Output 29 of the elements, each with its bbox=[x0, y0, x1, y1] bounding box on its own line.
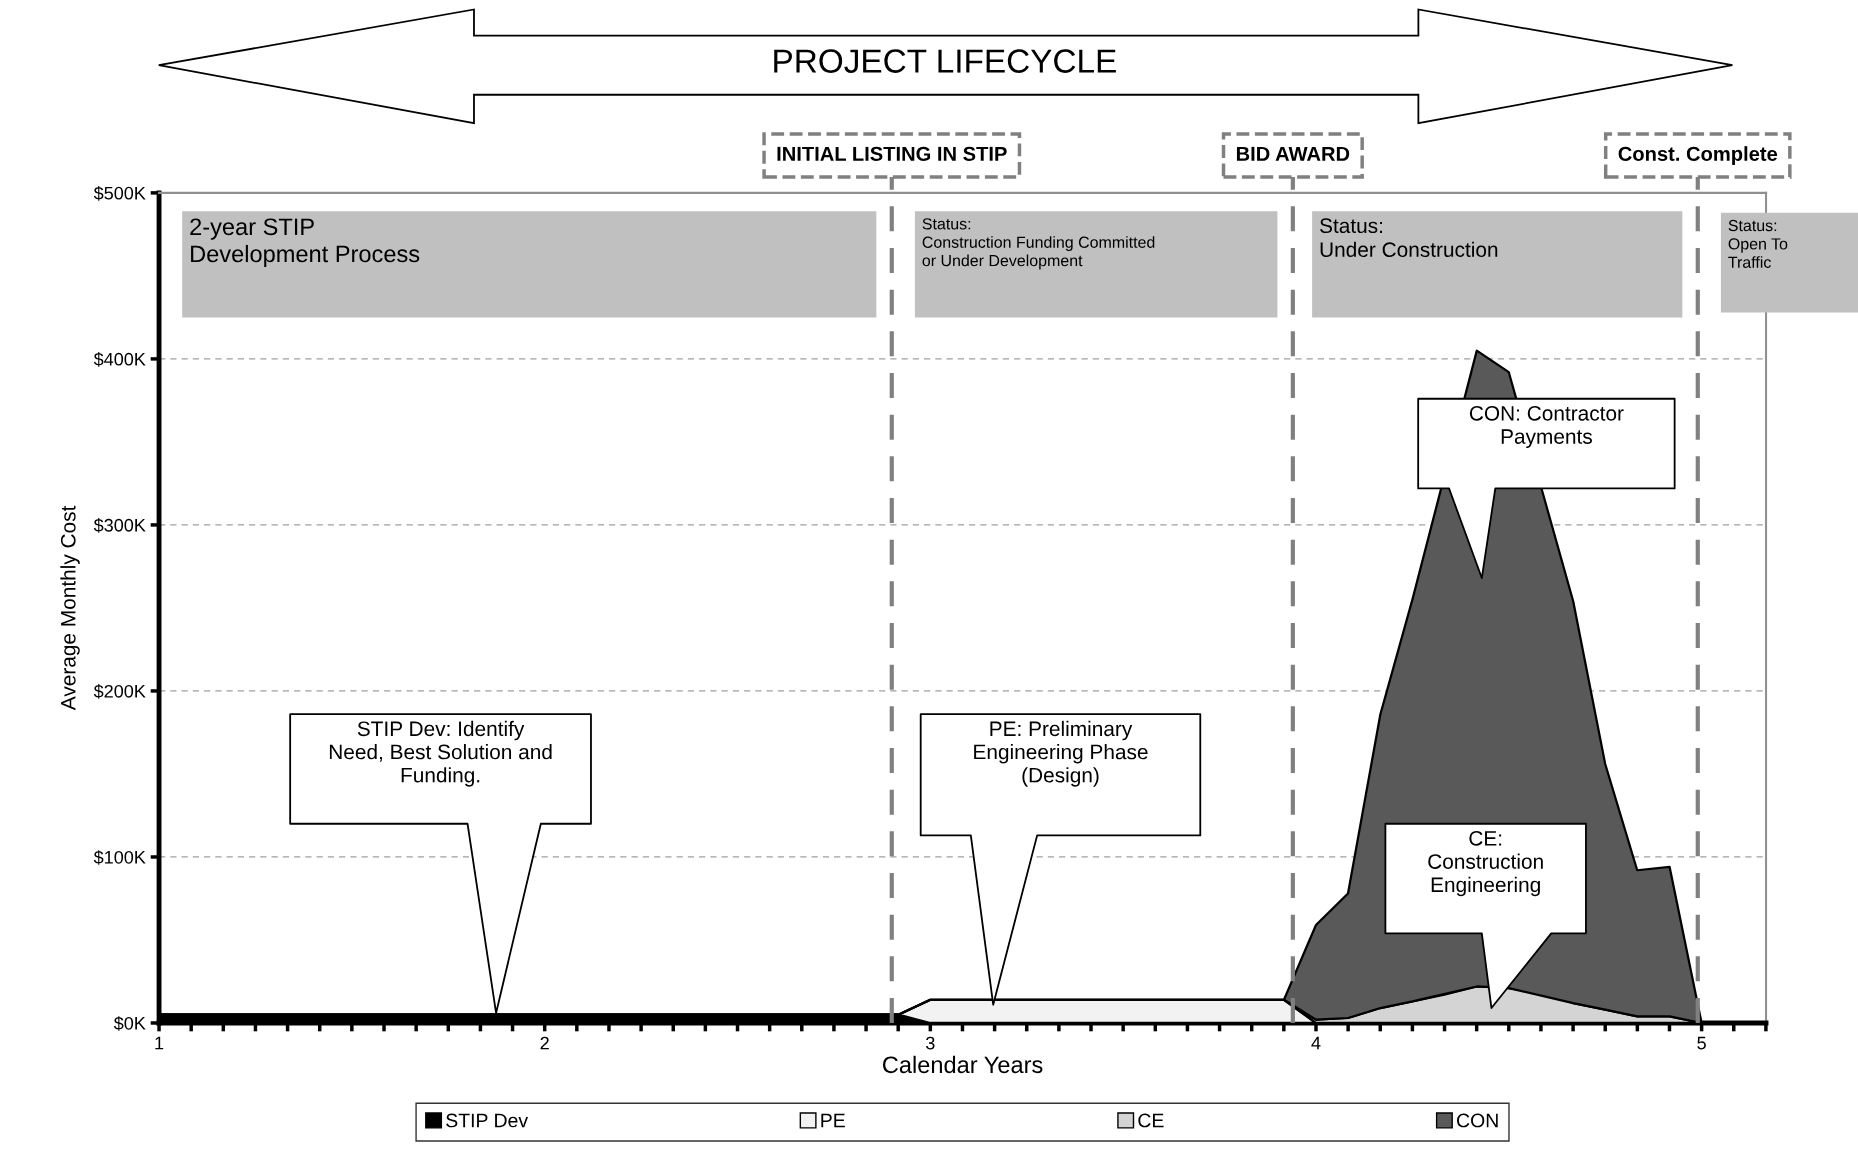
annotation: CON: Contractor Payments bbox=[1469, 405, 1624, 449]
y-tick-label: $500K bbox=[93, 186, 146, 201]
annotation: 2-year STIP Development Process bbox=[190, 218, 420, 267]
annotation: Status: Open To Traffic bbox=[1728, 219, 1788, 268]
y-axis-title: Average Monthly Cost bbox=[60, 505, 80, 711]
chart-title: PROJECT LIFECYCLE bbox=[774, 49, 1116, 73]
y-tick-label: $200K bbox=[93, 684, 146, 699]
x-axis-title: Calendar Years bbox=[883, 1055, 1043, 1074]
annotation: CE: Construction Engineering bbox=[1428, 830, 1543, 897]
legend-label: CON bbox=[1457, 1113, 1498, 1128]
y-tick-label: $100K bbox=[93, 850, 146, 865]
annotation: Status: Under Construction bbox=[1320, 218, 1498, 258]
x-tick-label: 3 bbox=[926, 1036, 935, 1050]
ref-line-label: INITIAL LISTING IN STIP bbox=[777, 146, 1007, 161]
legend-label: STIP Dev bbox=[446, 1113, 529, 1128]
x-tick-label: 2 bbox=[540, 1036, 549, 1050]
y-tick-label: $300K bbox=[93, 518, 146, 533]
x-tick-label: 4 bbox=[1311, 1036, 1321, 1050]
y-tick-label: $0K bbox=[113, 1016, 146, 1031]
legend-label: CE bbox=[1138, 1113, 1164, 1128]
x-tick-label: 5 bbox=[1697, 1036, 1706, 1050]
annotation: PE: Preliminary Engineering Phase (Design) bbox=[974, 720, 1148, 787]
y-tick-label: $400K bbox=[93, 352, 146, 367]
annotation: Status: Construction Funding Committed or Under Development bbox=[922, 218, 1155, 270]
legend-label: PE bbox=[821, 1113, 845, 1128]
annotation: STIP Dev: Identify Need, Best Solution and Funding. bbox=[329, 720, 552, 787]
x-tick-label: 1 bbox=[155, 1036, 164, 1050]
ref-line-label: BID AWARD bbox=[1236, 146, 1350, 161]
ref-line-label: Const. Complete bbox=[1618, 146, 1778, 165]
